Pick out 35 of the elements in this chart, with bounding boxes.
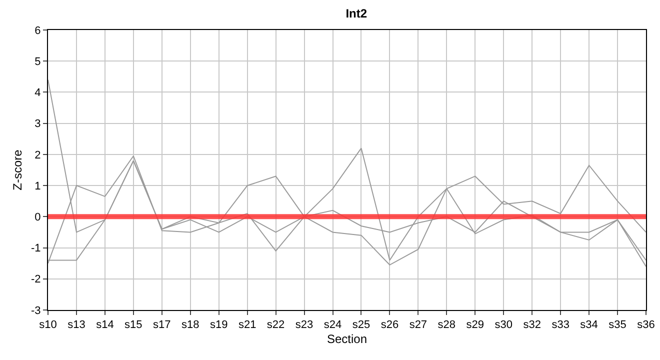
x-tick-label: s33 <box>552 319 570 332</box>
y-tick-label: -1 <box>31 242 41 255</box>
x-tick-label: s32 <box>523 319 541 332</box>
x-tick-label: s19 <box>210 319 228 332</box>
y-tick-label: 1 <box>34 180 41 192</box>
x-tick-label: s21 <box>238 319 256 332</box>
x-tick-label: s25 <box>352 319 370 332</box>
x-tick-label: s35 <box>608 319 626 332</box>
x-tick-label: s26 <box>380 319 399 332</box>
x-tick-label: s23 <box>295 319 314 332</box>
x-tick-label: s34 <box>580 319 598 332</box>
x-tick-label: s10 <box>39 319 57 332</box>
y-tick-label: 3 <box>34 118 41 130</box>
x-tick-label: s24 <box>324 319 342 332</box>
y-tick-label: 5 <box>34 56 41 68</box>
y-tick-label: 4 <box>34 87 41 100</box>
x-tick-label: s15 <box>124 319 142 332</box>
y-tick-label: 0 <box>34 212 41 224</box>
x-tick-label: s27 <box>409 319 428 332</box>
y-tick-label: -3 <box>31 304 41 317</box>
x-tick-label: s18 <box>182 319 200 332</box>
y-tick-label: 2 <box>34 149 41 162</box>
x-tick-label: s30 <box>494 319 512 332</box>
x-tick-label: s17 <box>153 319 171 332</box>
x-tick-label: s28 <box>438 319 456 332</box>
chart-title: Int2 <box>346 6 368 20</box>
x-tick-label: s22 <box>266 319 285 332</box>
x-tick-label: s36 <box>637 319 655 332</box>
y-tick-label: 6 <box>34 24 41 37</box>
y-axis-title: Z-score <box>10 149 24 190</box>
x-tick-label: s29 <box>466 319 484 332</box>
x-tick-label: s14 <box>96 319 114 332</box>
y-tick-label: -2 <box>31 274 41 286</box>
x-tick-label: s13 <box>68 319 86 332</box>
x-axis-title: Section <box>326 332 368 346</box>
